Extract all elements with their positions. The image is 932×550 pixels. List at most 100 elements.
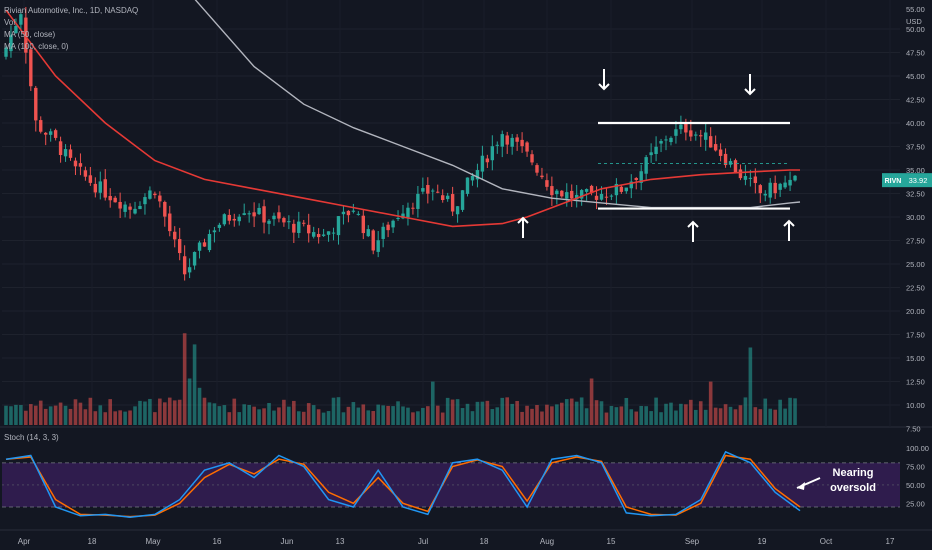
candle-body [530,154,534,163]
candle-body [158,195,162,202]
volume-bar [262,408,266,425]
price-pane[interactable] [4,0,801,281]
candle-body [356,213,361,215]
candle-body [192,251,197,266]
volume-bar [98,405,103,425]
volume-bar [475,401,480,425]
volume-bar [773,409,777,425]
y-tick-label: 32.50 [906,190,925,199]
candle-body [267,220,271,224]
candle-body [644,157,648,174]
candle-body [743,176,748,180]
candle-body [550,186,554,196]
candle-body [9,35,13,52]
volume-bar [545,404,549,425]
x-tick-label: 15 [607,537,616,546]
candle-body [262,206,266,223]
volume-bar [158,398,162,425]
candle-body [723,153,728,166]
volume-bar [222,405,227,425]
x-tick-label: 18 [480,537,489,546]
volume-bar [644,406,648,425]
volume-bar [599,401,604,425]
volume-bar [272,410,276,425]
candle-body [88,175,93,183]
candle-body [758,185,762,194]
stochastic-pane[interactable] [2,450,900,519]
x-tick-label: 16 [213,537,222,546]
candle-body [277,212,281,219]
volume-bar [753,407,758,425]
candle-body [113,197,117,203]
candle-body [624,187,629,192]
volume-bar [292,400,296,425]
volume-bar [783,408,787,425]
stoch-k-line [5,450,801,519]
currency-label: USD [906,17,922,26]
volume-bar [689,399,693,425]
candle-body [143,197,147,205]
candle-body [535,165,539,173]
x-tick-label: Aug [540,537,554,546]
volume-bar [103,412,108,425]
volume-bar [202,397,207,425]
volume-bar [470,411,475,425]
volume-bar [569,398,574,425]
volume-bar [24,410,28,425]
candle-body [187,267,192,273]
candle-body [138,205,142,210]
volume-bar [763,398,768,425]
volume-bar [277,407,281,425]
volume-bar [43,408,48,425]
y-tick-label: 22.50 [906,284,925,293]
candle-body [500,134,504,147]
volume-bar [177,399,182,425]
candle-body [560,190,564,197]
stoch-y-tick-label: 100.00 [906,444,929,453]
candle-body [272,215,276,220]
y-tick-label: 15.00 [906,354,925,363]
candle-body [421,188,425,192]
volume-bar [68,408,73,425]
volume-bar [182,333,187,425]
volume-bar [589,378,594,425]
volume-bar [574,401,579,425]
volume-bar [555,404,559,425]
x-tick-label: Jul [418,537,428,546]
candle-body [495,144,499,146]
candle-body [604,196,609,198]
arrow-head [598,83,610,91]
candle-body [34,87,38,121]
arrow-head [783,219,795,227]
stoch-y-tick-label: 25.00 [906,499,925,508]
volume-bar [560,402,564,425]
volume-bar [282,399,286,425]
y-tick-label: 25.00 [906,260,925,269]
volume-bar [197,387,202,425]
x-tick-label: 17 [886,537,895,546]
volume-bar [654,397,658,425]
volume-bar [143,401,147,425]
candle-body [450,194,455,212]
y-tick-label: 37.50 [906,143,925,152]
candle-body [713,144,718,151]
candle-body [525,142,529,152]
candle-body [718,149,723,156]
candle-body [148,190,152,199]
candle-body [664,139,668,141]
volume-bar [693,409,698,425]
volume-bar [738,405,743,425]
volume-bar [421,407,425,425]
volume-bar [237,412,242,425]
candle-body [242,213,246,215]
volume-bar [649,411,653,425]
down-arrow-icon [598,69,610,91]
candle-body [684,122,688,133]
volume-bar [634,411,639,425]
y-tick-label: 12.50 [906,378,925,387]
volume-bar [311,405,316,425]
volume-bar [430,381,435,425]
volume-bar [78,402,83,425]
volume-bar [639,405,643,425]
